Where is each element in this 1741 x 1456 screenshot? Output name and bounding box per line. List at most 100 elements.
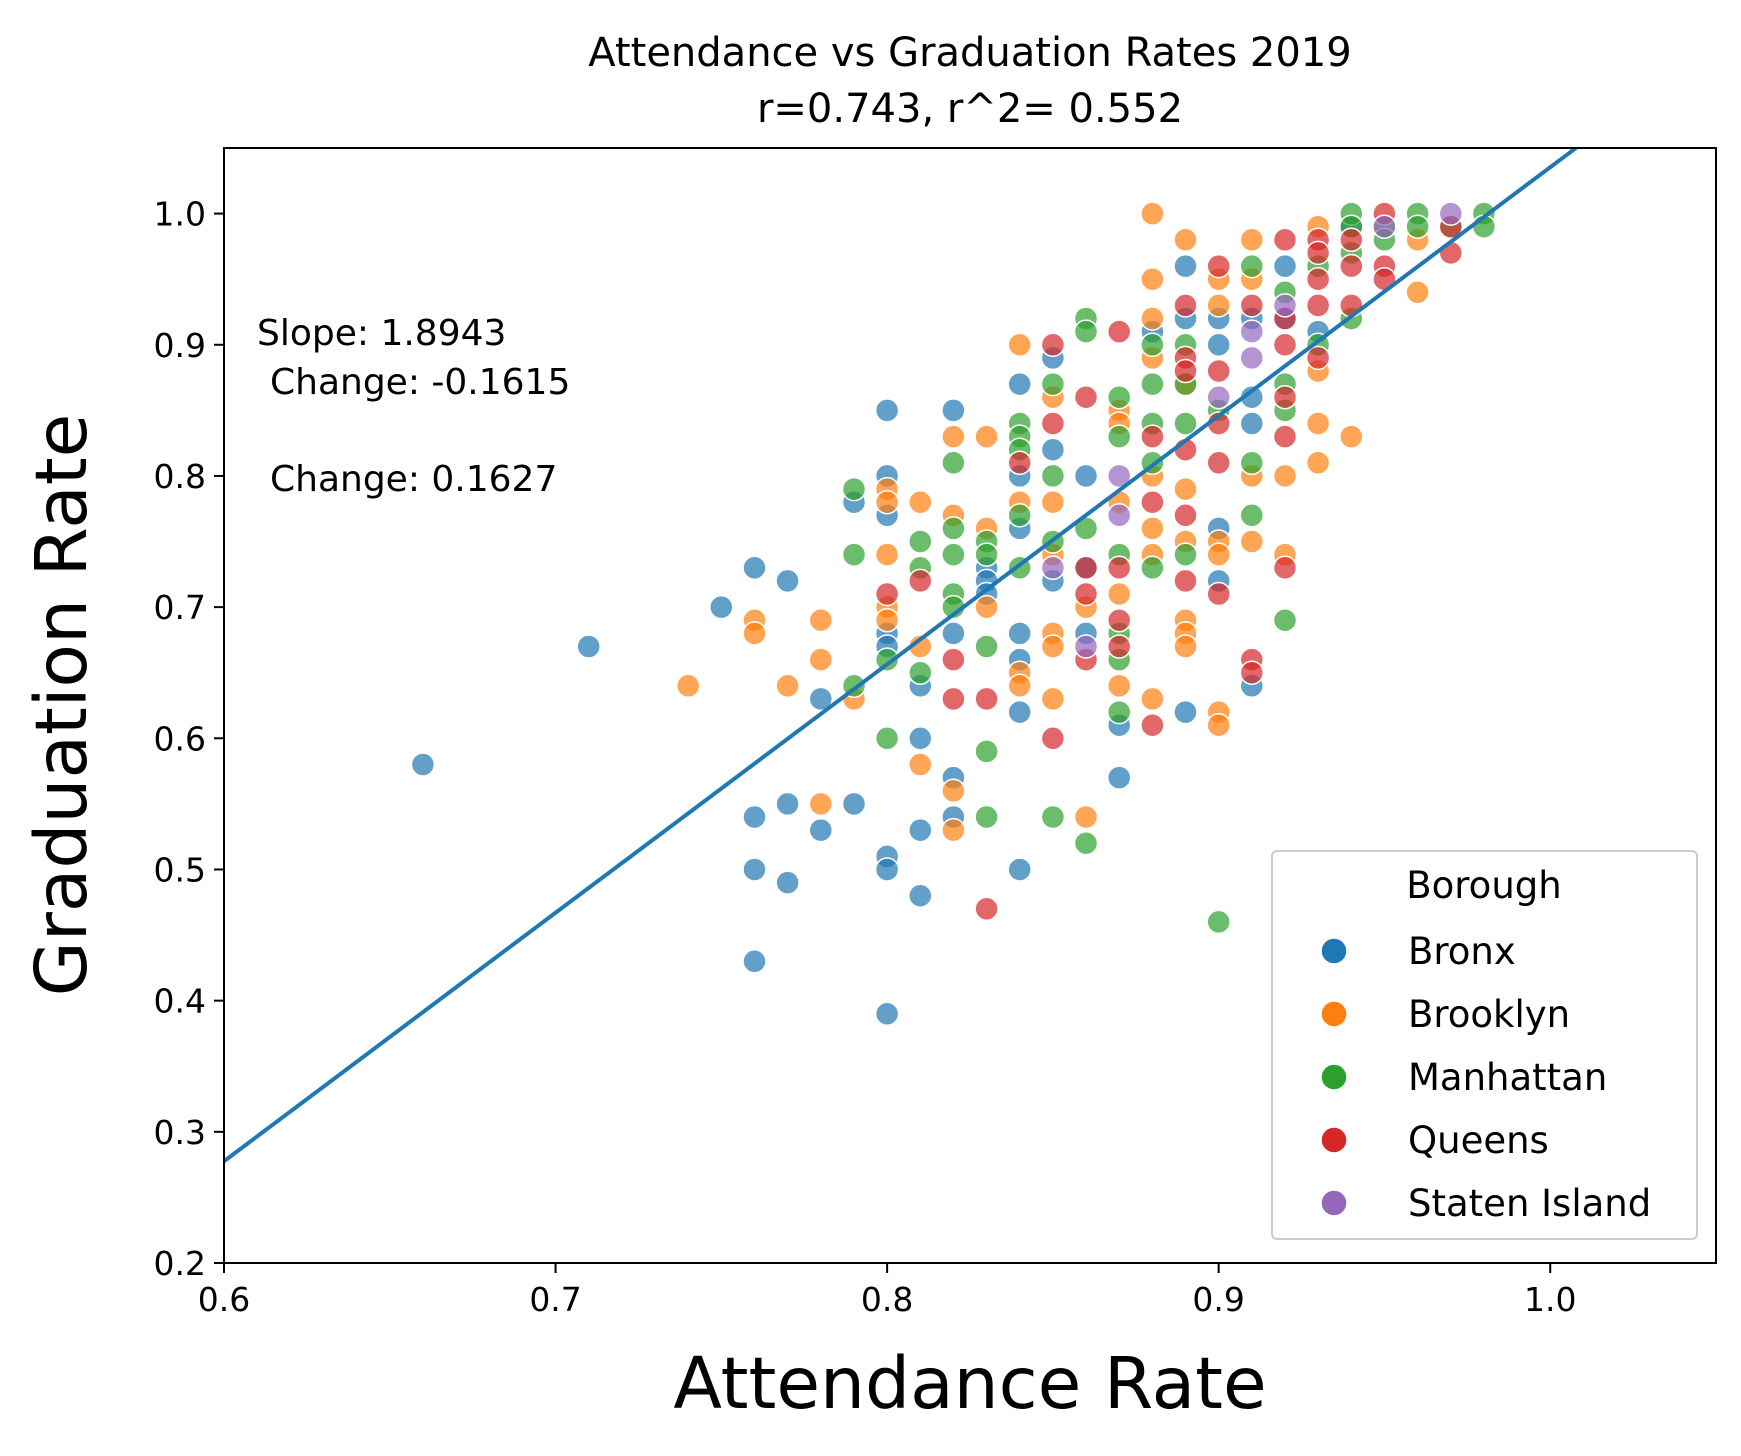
- scatter-point: [1007, 621, 1032, 646]
- scatter-point: [874, 398, 900, 423]
- scatter-point: [1272, 227, 1298, 253]
- y-tick-label: 0.6: [154, 719, 206, 758]
- scatter-point: [874, 542, 900, 567]
- legend-marker: [1320, 1126, 1348, 1154]
- scatter-point: [808, 607, 834, 633]
- scatter-point: [1438, 240, 1464, 266]
- scatter-point: [941, 778, 966, 804]
- scatter-point: [1206, 253, 1231, 279]
- scatter-point: [1272, 555, 1298, 581]
- scatter-point: [1305, 411, 1331, 436]
- legend-marker: [1320, 1000, 1348, 1028]
- scatter-point: [841, 476, 867, 502]
- scatter-point: [1339, 227, 1364, 253]
- scatter-point: [1007, 371, 1032, 397]
- scatter-point: [1239, 450, 1265, 476]
- scatter-point: [1007, 450, 1032, 476]
- scatter-point: [1040, 437, 1066, 462]
- scatter-point: [1239, 345, 1265, 371]
- y-tick-label: 0.5: [154, 850, 206, 889]
- scatter-point: [1206, 909, 1231, 935]
- scatter-point: [1106, 319, 1132, 344]
- scatter-point: [1305, 450, 1331, 476]
- scatter-point: [1272, 332, 1298, 358]
- scatter-point: [908, 489, 933, 515]
- scatter-point: [1140, 516, 1165, 541]
- scatter-point: [1106, 765, 1132, 790]
- scatter-point: [1173, 227, 1198, 253]
- x-tick-label: 0.9: [1192, 1280, 1244, 1319]
- scatter-point: [941, 398, 966, 423]
- scatter-point: [874, 1001, 900, 1027]
- scatter-point: [1272, 253, 1298, 279]
- scatter-point: [1239, 411, 1265, 436]
- scatter-point: [1073, 581, 1099, 607]
- scatter-point: [974, 594, 999, 620]
- y-tick-label: 0.2: [154, 1244, 206, 1283]
- x-tick-label: 0.6: [198, 1280, 250, 1319]
- scatter-point: [742, 555, 767, 581]
- legend-label: Queens: [1408, 1119, 1549, 1162]
- scatter-point: [974, 634, 999, 659]
- scatter-point: [1272, 293, 1298, 318]
- scatter-point: [974, 804, 999, 830]
- scatter-point: [941, 621, 966, 646]
- scatter-point: [1305, 293, 1331, 318]
- scatter-point: [1106, 463, 1132, 489]
- y-tick-label: 0.9: [154, 326, 206, 365]
- scatter-point: [1272, 384, 1298, 410]
- scatter-point: [908, 726, 933, 751]
- scatter-point: [1405, 214, 1430, 239]
- scatter-point: [1239, 293, 1265, 318]
- scatter-point: [1206, 450, 1231, 476]
- scatter-point: [1206, 542, 1231, 567]
- legend-marker: [1320, 1063, 1348, 1091]
- scatter-point: [1405, 280, 1430, 305]
- scatter-point: [1040, 555, 1066, 581]
- scatter-point: [1173, 411, 1198, 436]
- scatter-point: [1106, 384, 1132, 410]
- scatter-point: [742, 804, 767, 830]
- scatter-point: [1305, 345, 1331, 371]
- scatter-point: [742, 621, 767, 646]
- scatter-point: [1339, 293, 1364, 318]
- scatter-point: [1040, 726, 1066, 751]
- annotation-slope: Slope: 1.8943: [257, 313, 506, 354]
- scatter-point: [808, 791, 834, 817]
- x-axis-title: Attendance Rate: [673, 1342, 1266, 1425]
- scatter-point: [1140, 489, 1165, 515]
- y-axis-title: Graduation Rate: [20, 414, 103, 997]
- scatter-point: [1040, 804, 1066, 830]
- scatter-point: [1106, 607, 1132, 633]
- scatter-point: [1073, 634, 1099, 659]
- scatter-point: [1007, 673, 1032, 699]
- scatter-point: [1007, 332, 1032, 358]
- scatter-point: [1173, 476, 1198, 502]
- scatter-point: [775, 870, 800, 895]
- chart-title: Attendance vs Graduation Rates 2019: [588, 30, 1351, 76]
- legend-label: Staten Island: [1408, 1182, 1651, 1225]
- scatter-point: [1106, 555, 1132, 581]
- scatter-point: [1206, 384, 1231, 410]
- scatter-point: [908, 817, 933, 843]
- scatter-point: [1140, 332, 1165, 358]
- scatter-point: [1206, 332, 1231, 358]
- scatter-point: [775, 791, 800, 817]
- y-tick-label: 0.7: [154, 588, 206, 627]
- scatter-point: [1007, 699, 1032, 725]
- scatter-point: [874, 857, 900, 882]
- scatter-point: [908, 883, 933, 908]
- scatter-point: [1106, 503, 1132, 528]
- scatter-point: [1272, 607, 1298, 633]
- scatter-point: [1206, 581, 1231, 607]
- scatter-point: [1073, 830, 1099, 856]
- scatter-point: [1140, 371, 1165, 397]
- scatter-point: [1305, 240, 1331, 266]
- scatter-point: [1239, 319, 1265, 344]
- scatter-point: [1173, 542, 1198, 567]
- scatter-point: [974, 739, 999, 764]
- scatter-point: [974, 686, 999, 712]
- scatter-point: [1106, 699, 1132, 725]
